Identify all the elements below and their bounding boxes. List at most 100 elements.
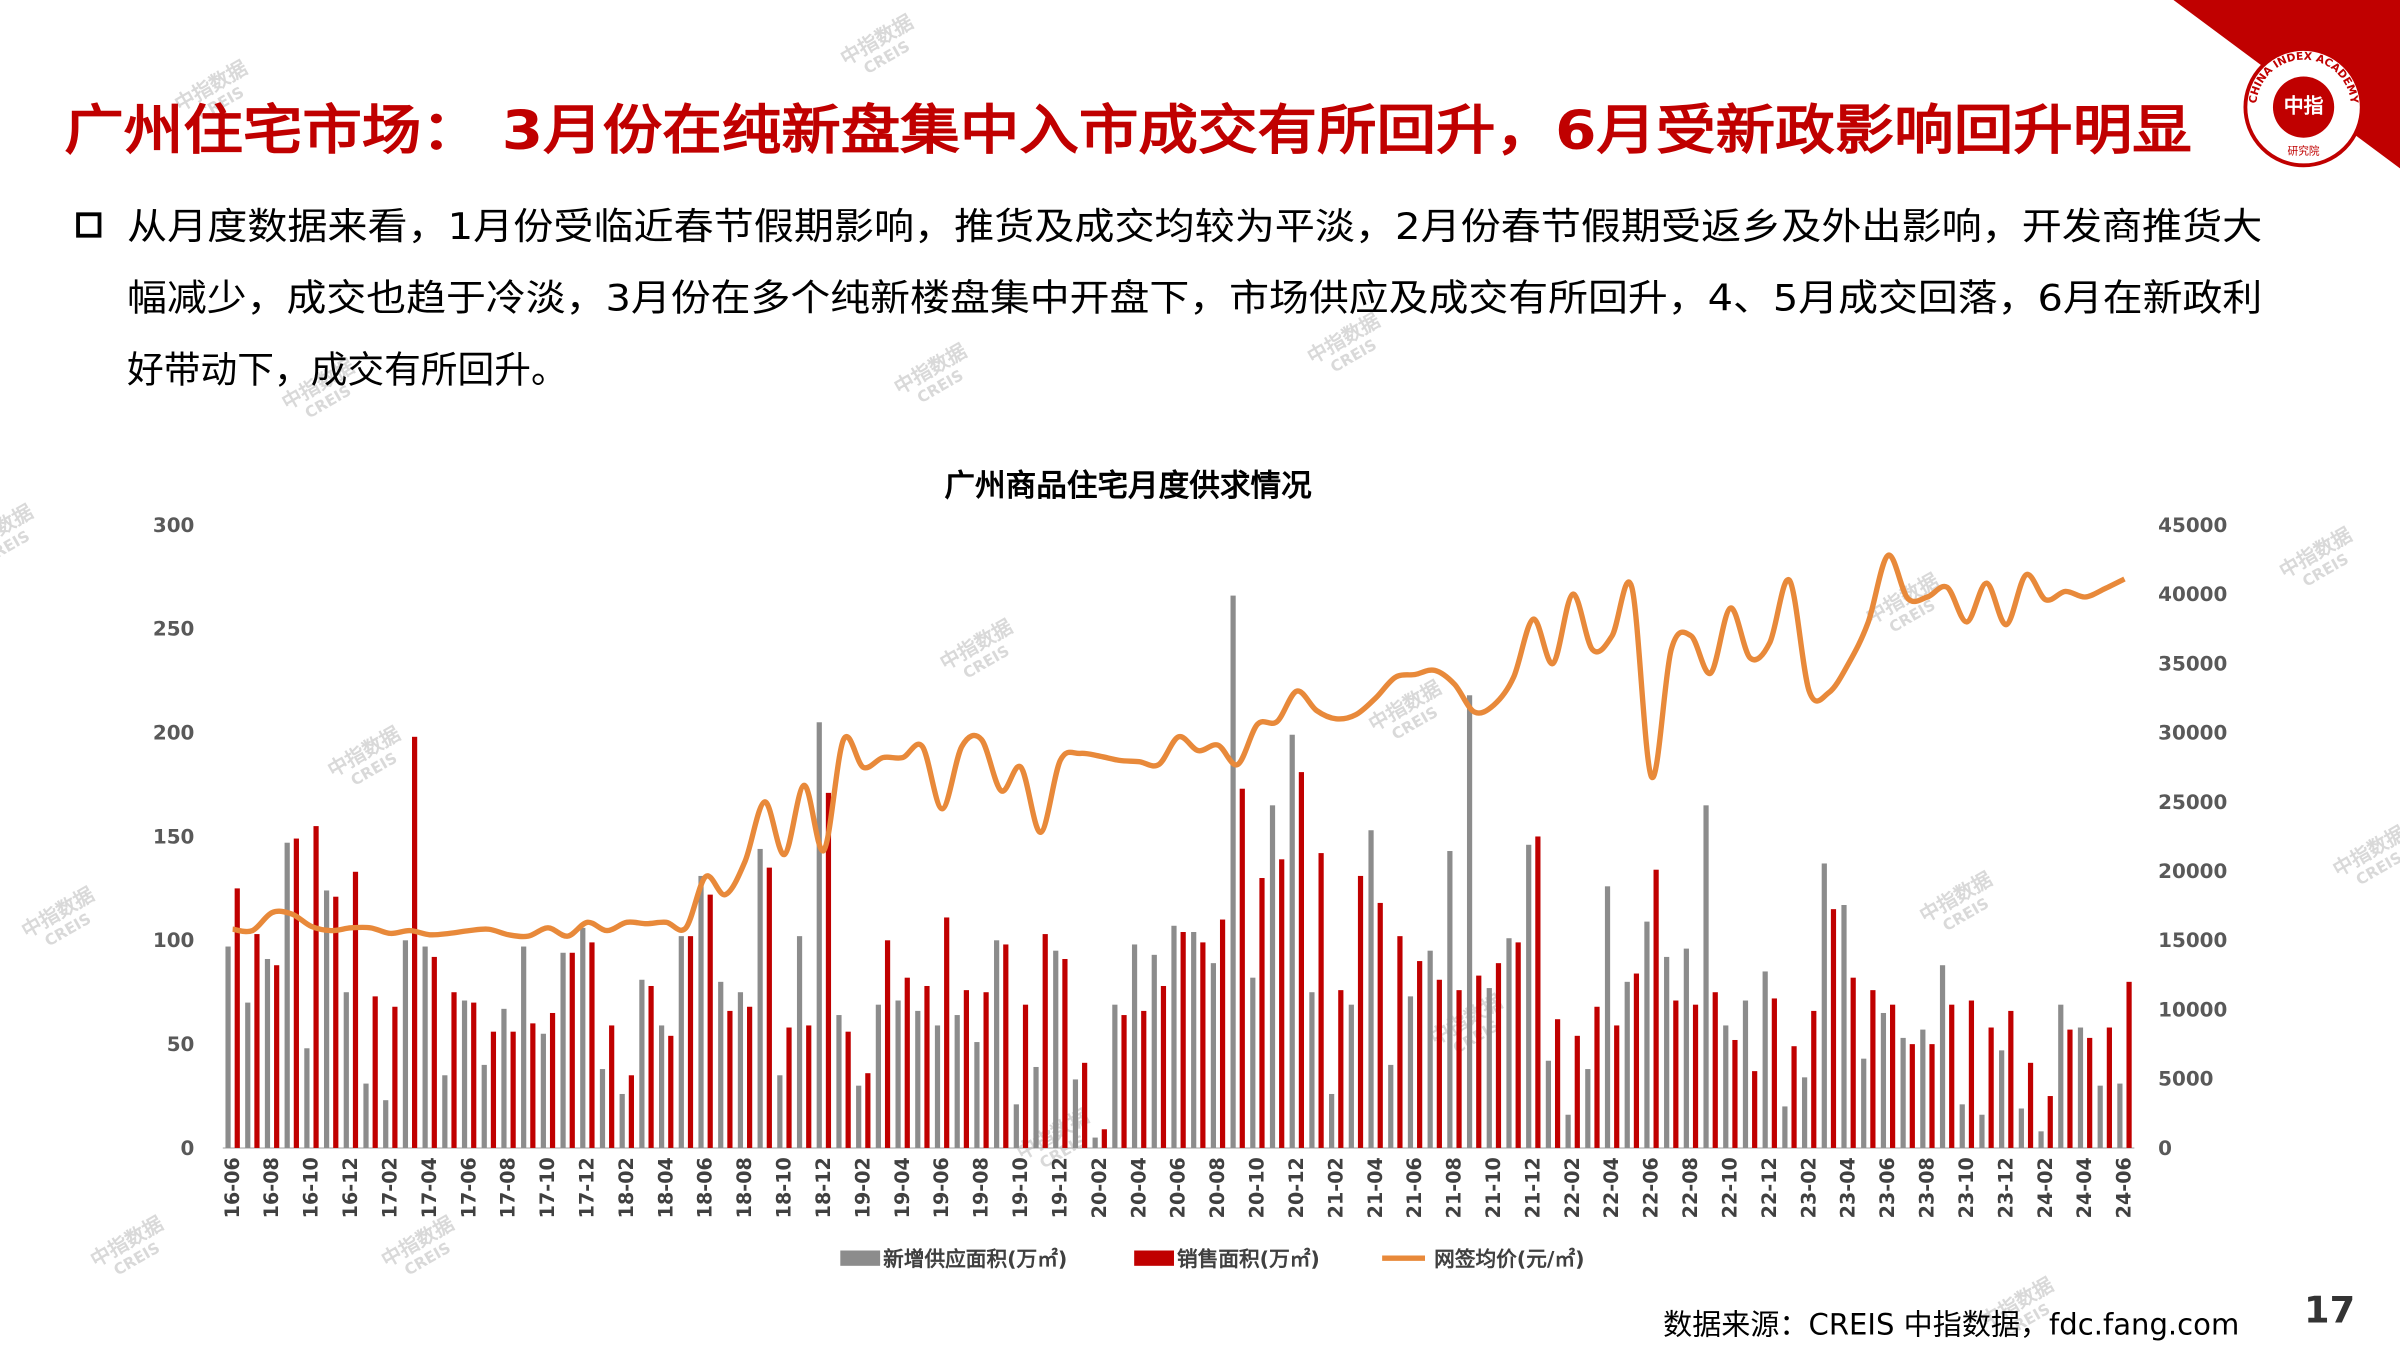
- bar: [1329, 1093, 1335, 1148]
- bar: [678, 936, 684, 1148]
- bar: [599, 1069, 606, 1148]
- bar: [1003, 944, 1009, 1148]
- bar: [284, 842, 290, 1148]
- bar: [1298, 772, 1305, 1148]
- bar: [1506, 938, 1512, 1148]
- bar: [1033, 1066, 1039, 1148]
- bar: [628, 1075, 634, 1148]
- bar: [747, 1006, 753, 1148]
- bar: [1239, 788, 1245, 1148]
- x-tick-label: 17-04: [418, 1157, 441, 1218]
- x-tick-label: 22-04: [1600, 1157, 1623, 1218]
- bar: [1230, 595, 1236, 1148]
- x-tick-label: 20-10: [1246, 1157, 1269, 1218]
- x-tick-label: 24-02: [2034, 1157, 2057, 1218]
- bar: [1436, 979, 1442, 1148]
- y2-tick-label: 20000: [2158, 860, 2227, 883]
- bar: [1042, 934, 1048, 1148]
- bar: [1771, 998, 1777, 1148]
- bar: [383, 1100, 389, 1148]
- x-tick-label: 18-06: [694, 1157, 717, 1218]
- bar: [510, 1031, 516, 1148]
- bar: [1673, 1000, 1679, 1148]
- x-tick-label: 19-08: [970, 1157, 993, 1218]
- bar: [1082, 1062, 1088, 1148]
- bar: [1072, 1079, 1079, 1148]
- bar: [1456, 990, 1462, 1148]
- bar: [1348, 1004, 1354, 1148]
- x-tick-label: 21-04: [1364, 1157, 1387, 1218]
- bar: [1574, 1035, 1580, 1148]
- y2-tick-label: 45000: [2158, 514, 2227, 537]
- x-tick-label: 17-02: [378, 1157, 401, 1218]
- bar: [1407, 996, 1414, 1148]
- bar: [1752, 1071, 1758, 1148]
- x-tick-label: 18-10: [773, 1157, 796, 1218]
- logo-core: [2272, 76, 2335, 138]
- bar: [737, 992, 744, 1148]
- bar: [884, 940, 891, 1148]
- bar: [245, 1002, 251, 1148]
- bar: [1338, 990, 1344, 1148]
- bar: [1900, 1037, 1906, 1148]
- bar: [1841, 905, 1847, 1148]
- bullet-line: 幅减少，成交也趋于冷淡，3月份在多个纯新楼盘集中开盘下，市场供应及成交有所回升，…: [127, 277, 2262, 320]
- bar: [1259, 878, 1265, 1148]
- x-tick-label: 23-12: [1994, 1157, 2017, 1218]
- bar: [1535, 836, 1541, 1148]
- bar: [481, 1064, 487, 1148]
- bar: [1909, 1044, 1915, 1148]
- bar: [1495, 963, 1502, 1148]
- x-tick-label: 17-06: [457, 1157, 480, 1218]
- bar: [659, 1025, 665, 1148]
- y-tick-label: 50: [167, 1033, 195, 1056]
- bar: [1890, 1004, 1896, 1148]
- bar: [718, 981, 724, 1148]
- x-tick-label: 17-08: [497, 1157, 520, 1218]
- bar: [1920, 1029, 1926, 1148]
- bar: [806, 1025, 812, 1148]
- bar: [1664, 956, 1670, 1148]
- x-tick-label: 19-06: [930, 1157, 953, 1218]
- bar: [796, 936, 803, 1148]
- bar: [1318, 853, 1324, 1148]
- bar: [2077, 1027, 2084, 1148]
- bar: [727, 1010, 733, 1148]
- bar: [1417, 961, 1423, 1148]
- bar: [2097, 1085, 2103, 1148]
- bar: [1486, 988, 1492, 1148]
- bar: [352, 871, 359, 1148]
- bar: [836, 1015, 842, 1148]
- bullet-line: 好带动下，成交有所回升。: [127, 349, 568, 392]
- x-tick-label: 20-04: [1127, 1157, 1150, 1218]
- bar: [304, 1048, 310, 1148]
- bar: [1880, 1012, 1887, 1148]
- x-tick-label: 22-06: [1640, 1157, 1663, 1218]
- bar: [924, 985, 930, 1148]
- chart-title: 广州商品住宅月度供求情况: [944, 468, 1312, 504]
- y2-tick-label: 10000: [2158, 998, 2227, 1021]
- bar: [569, 952, 575, 1148]
- bar: [392, 1006, 398, 1148]
- bar: [1476, 975, 1482, 1148]
- bar: [904, 977, 910, 1148]
- bar: [402, 940, 409, 1148]
- slide-title: 广州住宅市场： 3月份在纯新盘集中入市成交有所回升，6月受新政影响回升明显: [64, 98, 2192, 161]
- legend-swatch: [1134, 1250, 1174, 1266]
- bar: [1703, 805, 1709, 1148]
- logo-sub: 研究院: [2288, 145, 2320, 158]
- bar: [954, 1015, 960, 1148]
- bar: [2058, 1004, 2064, 1148]
- bar: [1200, 942, 1206, 1148]
- bar: [1545, 1060, 1552, 1148]
- bar: [1250, 977, 1256, 1148]
- bar: [1357, 875, 1364, 1148]
- bar: [2087, 1037, 2093, 1148]
- bar: [333, 896, 339, 1148]
- x-tick-label: 21-06: [1403, 1157, 1426, 1218]
- bar: [2027, 1062, 2034, 1148]
